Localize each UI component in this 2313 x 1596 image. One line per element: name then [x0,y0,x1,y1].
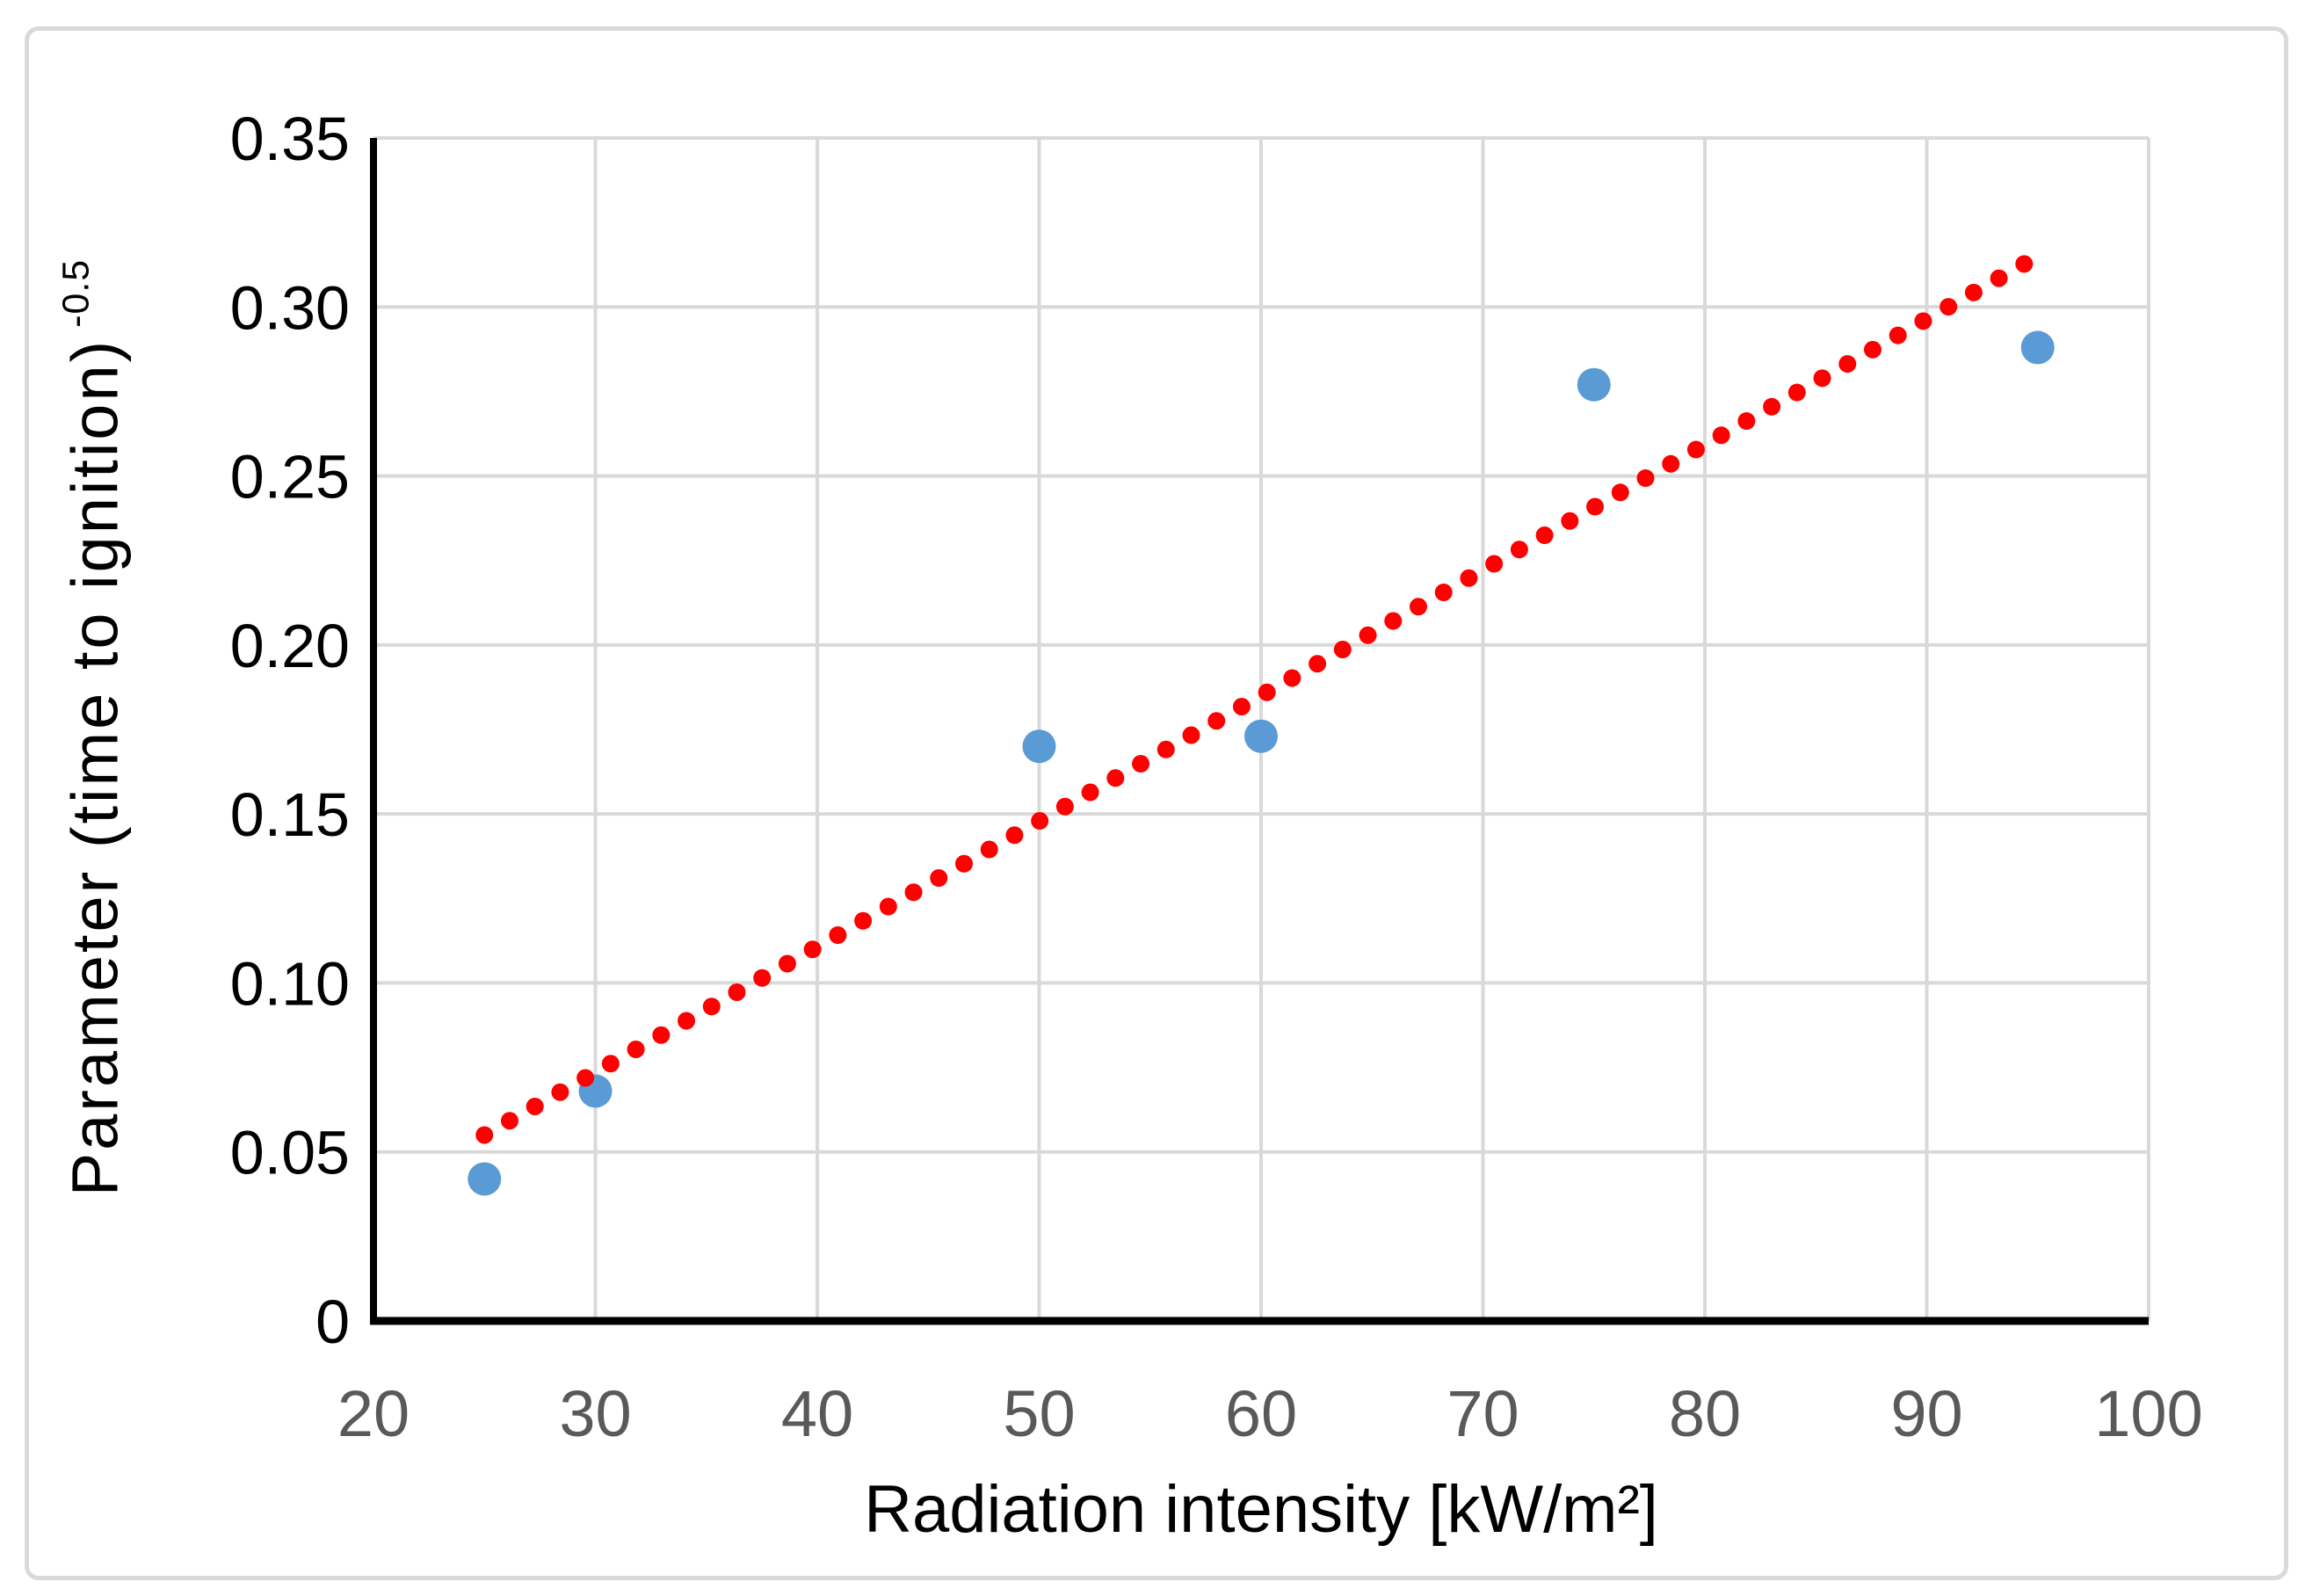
x-tick-label: 80 [1669,1377,1741,1450]
x-axis-title: Radiation intensity [kW/m²] [373,1471,2149,1548]
y-tick-label: 0.20 [230,612,350,680]
x-tick-label: 70 [1447,1377,1519,1450]
x-tick-label: 20 [337,1377,410,1450]
y-tick-label: 0.10 [230,949,350,1018]
y-tick-label: 0.35 [230,105,350,173]
x-axis-title-text: Radiation intensity [kW/m²] [864,1472,1658,1547]
x-tick-label: 100 [2094,1377,2202,1450]
trendline [475,247,2047,1144]
x-tick-label: 90 [1890,1377,1962,1450]
y-tick-label: 0.05 [230,1119,350,1187]
y-axis-title: Parameter (time to ignition) -0.5 [54,259,133,1197]
y-tick-label: 0.25 [230,443,350,511]
x-tick-label: 40 [781,1377,853,1450]
data-point [468,1162,502,1196]
y-tick-label: 0 [315,1288,350,1356]
x-tick-label: 30 [559,1377,631,1450]
y-tick-label: 0.15 [230,780,350,849]
y-axis-title-text: Parameter (time to ignition) [58,337,132,1197]
data-point [1244,719,1278,753]
y-axis-title-superscript: -0.5 [54,258,98,328]
data-point [1022,729,1056,764]
data-point [1577,367,1611,402]
x-tick-label: 50 [1003,1377,1075,1450]
y-tick-label: 0.30 [230,273,350,342]
x-tick-label: 60 [1225,1377,1297,1450]
data-point [2020,330,2055,365]
